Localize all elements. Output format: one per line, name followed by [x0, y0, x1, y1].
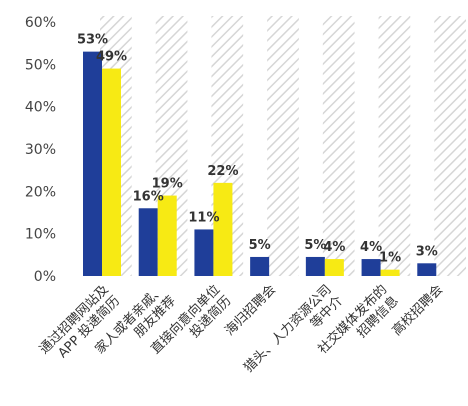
category-label: 海归招聘会 — [222, 282, 279, 339]
hatch-column — [267, 16, 299, 276]
bar-series1 — [138, 208, 158, 276]
bar-series2 — [324, 259, 344, 276]
data-label: 5% — [304, 238, 326, 253]
y-tick-label: 20% — [25, 184, 56, 200]
bar-series1 — [417, 263, 437, 276]
data-label: 16% — [133, 189, 164, 204]
y-axis: 0% 10% 20% 30% 40% 50% 60% — [25, 15, 56, 285]
data-label: 4% — [323, 240, 345, 255]
bar-series2 — [157, 195, 177, 276]
data-labels: 53%16%11%5% 5% 4% 3%49%19%22%4%1% — [77, 33, 438, 266]
data-label: 22% — [207, 164, 238, 179]
bars — [83, 51, 437, 277]
bar-series2 — [213, 182, 233, 276]
hatch-column — [378, 16, 411, 276]
y-tick-label: 0% — [34, 269, 56, 285]
y-tick-label: 40% — [25, 100, 56, 116]
hatch-column — [322, 16, 355, 276]
category-label: 高校招聘会 — [389, 282, 446, 339]
data-label: 53% — [77, 33, 108, 48]
y-tick-label: 10% — [25, 227, 56, 243]
data-label: 4% — [360, 240, 382, 255]
data-label: 49% — [96, 50, 127, 65]
hatch-background — [100, 16, 466, 276]
data-label: 5% — [249, 238, 271, 253]
data-label: 1% — [379, 251, 401, 266]
y-tick-label: 50% — [25, 57, 56, 73]
category-label-line: 海归招聘会 — [222, 282, 279, 339]
bar-series1 — [83, 51, 102, 277]
category-label-line: 高校招聘会 — [389, 282, 446, 339]
bar-series1 — [361, 259, 381, 276]
data-label: 19% — [152, 177, 183, 192]
y-tick-label: 60% — [25, 15, 56, 31]
bar-series2 — [102, 68, 121, 276]
bar-series1 — [194, 229, 214, 276]
data-label: 11% — [188, 210, 219, 225]
bar-series2 — [380, 269, 400, 276]
data-label: 3% — [416, 244, 438, 259]
bar-series1 — [305, 256, 325, 276]
y-tick-label: 30% — [25, 142, 56, 158]
hatch-column — [434, 16, 466, 276]
bar-series1 — [250, 256, 270, 276]
